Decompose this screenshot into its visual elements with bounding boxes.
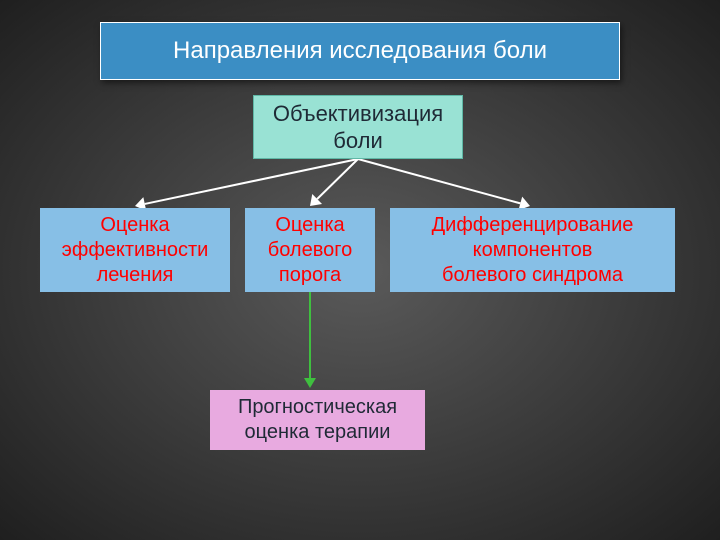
header-box: Направления исследования боли [100, 22, 620, 80]
root-box: Объективизация боли [253, 95, 463, 159]
child-box-threshold: Оценка болевого порога [245, 208, 375, 292]
child-text-efficacy: Оценка эффективности лечения [62, 213, 209, 288]
child-text-differentiation: Дифференцирование компонентов болевого с… [432, 213, 634, 288]
root-text: Объективизация боли [273, 100, 443, 155]
bottom-text: Прогностическая оценка терапии [238, 395, 397, 445]
child-box-efficacy: Оценка эффективности лечения [40, 208, 230, 292]
child-text-threshold: Оценка болевого порога [268, 213, 352, 288]
diagram-stage: Направления исследования боли Объективиз… [0, 0, 720, 540]
header-text: Направления исследования боли [173, 36, 547, 66]
bottom-box: Прогностическая оценка терапии [210, 390, 425, 450]
child-box-differentiation: Дифференцирование компонентов болевого с… [390, 208, 675, 292]
